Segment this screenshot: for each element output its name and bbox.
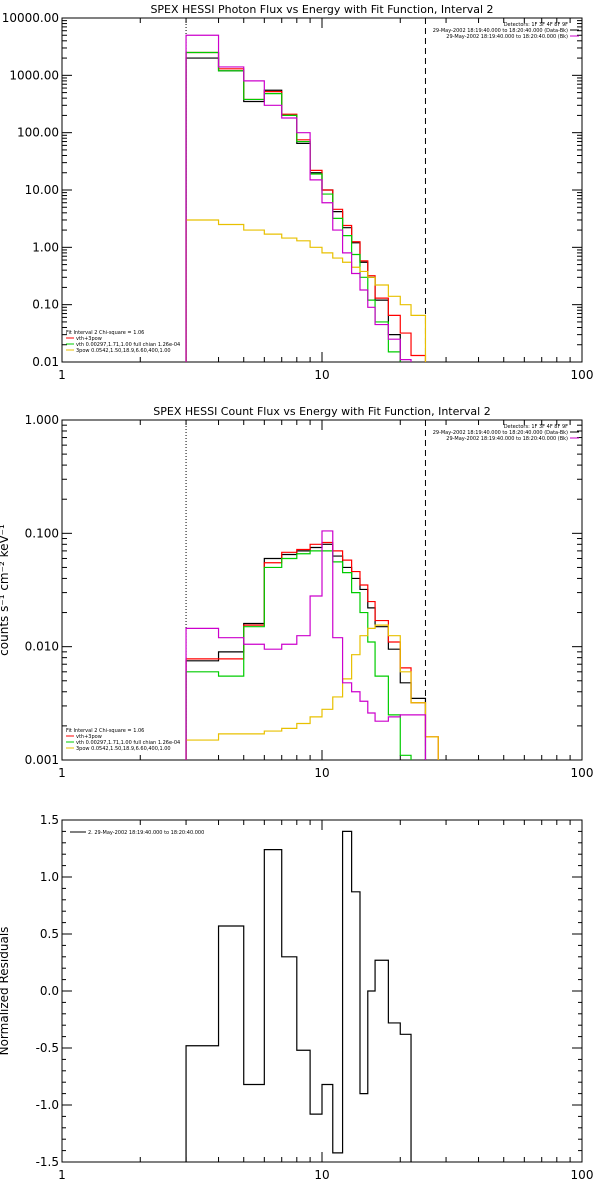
y-tick-label: 10.00 <box>25 183 59 197</box>
y-tick-label: -0.5 <box>36 1041 59 1055</box>
count-flux-plot: SPEX HESSI Count Flux vs Energy with Fit… <box>0 405 593 780</box>
series-bk <box>185 530 427 760</box>
legend-text: Fit Interval 2 Chi-square = 1.06 <box>66 728 144 734</box>
legend-text: Fit Interval 2 Chi-square = 1.06 <box>66 330 144 336</box>
y-tick-label: 0.5 <box>40 927 59 941</box>
y-tick-label: 1.5 <box>40 813 59 827</box>
info-text: Detectors: 1F 3F 4F 8F 9F <box>504 22 568 28</box>
x-tick-label: 100 <box>571 766 594 780</box>
info-text: 29-May-2002 18:19:40.000 to 18:20:40.000… <box>433 28 568 34</box>
y-tick-label: 0.10 <box>32 298 59 312</box>
x-tick-label: 10 <box>314 368 329 382</box>
legend-text: vth+3pow <box>76 336 102 342</box>
x-tick-label: 1 <box>58 766 66 780</box>
y-tick-label: 1.0 <box>40 870 59 884</box>
x-tick-label: 10 <box>314 1168 329 1182</box>
x-tick-label: 1 <box>58 368 66 382</box>
series-group <box>185 530 439 760</box>
info-text: 29-May-2002 18:19:40.000 to 18:20:40.000… <box>446 436 568 442</box>
info-text: 29-May-2002 18:19:40.000 to 18:20:40.000… <box>433 430 568 436</box>
plot-title: SPEX HESSI Count Flux vs Energy with Fit… <box>153 405 490 418</box>
x-tick-label: 100 <box>571 1168 594 1182</box>
series-vth <box>185 550 412 760</box>
series-group <box>185 34 427 362</box>
y-tick-label: 10000.00 <box>2 11 59 25</box>
y-tick-label: 1000.00 <box>9 68 59 82</box>
y-tick-label: 0.001 <box>25 753 59 767</box>
series-group <box>185 830 412 1162</box>
legend-text: vth 0.00297,1.71,1.00 full chian 1.26e-0… <box>76 740 180 746</box>
plot-title: SPEX HESSI Photon Flux vs Energy with Fi… <box>150 3 493 16</box>
y-tick-label: 0.010 <box>25 640 59 654</box>
info-text: Detectors: 1F 3F 4F 8F 9F <box>504 424 568 430</box>
series-vth-3pow <box>185 51 427 362</box>
legend-text: 3pow 0.0542,1.50,18.9,6.60,400,1.00 <box>76 746 171 752</box>
photon-flux-plot: SPEX HESSI Photon Flux vs Energy with Fi… <box>2 3 594 382</box>
x-tick-label: 1 <box>58 1168 66 1182</box>
y-tick-label: 100.00 <box>17 126 59 140</box>
residuals-plot: 1 10 100 -1.5 -1.0 -0.5 0.0 0.5 1.0 1.5 Normalized… <box>0 813 594 1182</box>
series-bk <box>185 34 412 362</box>
y-tick-label: 1.00 <box>32 240 59 254</box>
legend-text: 2. 29-May-2002 18:19:40.000 to 18:20:40.… <box>88 830 204 836</box>
y-tick-label: 0.01 <box>32 355 59 369</box>
x-tick-label: 10 <box>314 766 329 780</box>
x-tick-label: 100 <box>571 368 594 382</box>
y-axis-label: counts s⁻¹ cm⁻² keV⁻¹ <box>0 524 11 656</box>
series-vth <box>185 51 401 362</box>
info-text: 29-May-2002 18:19:40.000 to 18:20:40.000… <box>446 34 568 40</box>
series-data-bk <box>185 57 401 362</box>
series-data-bk <box>185 543 427 760</box>
y-axis-label: Normalized Residuals <box>0 927 11 1056</box>
y-tick-label: -1.5 <box>36 1155 59 1169</box>
series-2-29-may-2002-18-19-40-000-to-18-20-40-000 <box>185 830 412 1162</box>
y-tick-label: -1.0 <box>36 1098 59 1112</box>
y-tick-label: 0.100 <box>25 526 59 540</box>
series-3pow <box>185 219 427 362</box>
legend-text: vth+3pow <box>76 734 102 740</box>
legend-text: vth 0.00297,1.71,1.00 full chian 1.26e-0… <box>76 342 180 348</box>
y-tick-label: 0.0 <box>40 984 59 998</box>
legend-text: 3pow 0.0542,1.50,18.9,6.60,400,1.00 <box>76 348 171 354</box>
y-tick-label: 1.000 <box>25 413 59 427</box>
